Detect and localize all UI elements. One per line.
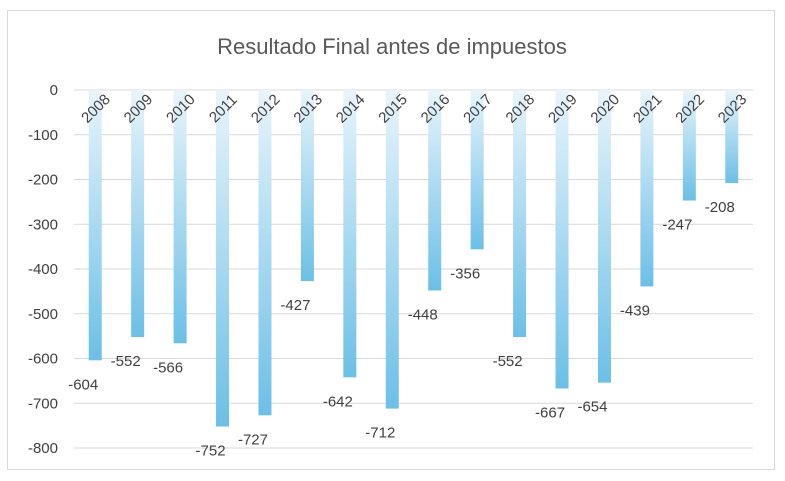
y-tick-label: -600 xyxy=(28,351,58,368)
data-label: -727 xyxy=(238,431,268,448)
y-tick-label: -500 xyxy=(28,306,58,323)
data-label: -427 xyxy=(280,297,310,314)
bar-2012 xyxy=(258,90,272,416)
data-label: -208 xyxy=(705,199,735,216)
data-label: -654 xyxy=(577,399,607,416)
bar-2023 xyxy=(725,90,739,184)
bar-2013 xyxy=(300,90,314,282)
bar-2009 xyxy=(131,90,145,338)
bar-2016 xyxy=(428,90,442,291)
bar-2011 xyxy=(216,90,230,427)
data-label: -552 xyxy=(493,353,523,370)
bar-2008 xyxy=(88,90,102,361)
bar-2020 xyxy=(597,90,611,383)
data-label: -356 xyxy=(450,265,480,282)
data-label: -566 xyxy=(153,359,183,376)
data-label: -667 xyxy=(535,404,565,421)
bar-2010 xyxy=(173,90,187,344)
data-label: -604 xyxy=(68,376,98,393)
chart-frame: Resultado Final antes de impuestos 0 -100… xyxy=(7,10,775,470)
data-label: -752 xyxy=(196,443,226,460)
y-tick-label: -100 xyxy=(28,127,58,144)
y-tick-label: 0 xyxy=(50,82,58,99)
data-label: -642 xyxy=(323,393,353,410)
data-label: -552 xyxy=(111,353,141,370)
bar-2014 xyxy=(343,90,357,378)
data-label: -439 xyxy=(620,302,650,319)
y-tick-label: -700 xyxy=(28,395,58,412)
bar-2019 xyxy=(555,90,569,389)
bar-2022 xyxy=(682,90,696,201)
data-label: -448 xyxy=(408,306,438,323)
y-tick-label: -200 xyxy=(28,172,58,189)
chart-title: Resultado Final antes de impuestos xyxy=(217,34,567,59)
bar-2021 xyxy=(640,90,654,287)
y-tick-label: -300 xyxy=(28,216,58,233)
y-tick-label: -400 xyxy=(28,261,58,278)
data-label: -712 xyxy=(365,425,395,442)
bar-chart: Resultado Final antes de impuestos 0 -100… xyxy=(28,34,753,460)
bar-2015 xyxy=(385,90,399,409)
bar-2017 xyxy=(470,90,484,250)
data-label: -247 xyxy=(662,217,692,234)
y-tick-label: -800 xyxy=(28,440,58,457)
bar-2018 xyxy=(513,90,527,338)
